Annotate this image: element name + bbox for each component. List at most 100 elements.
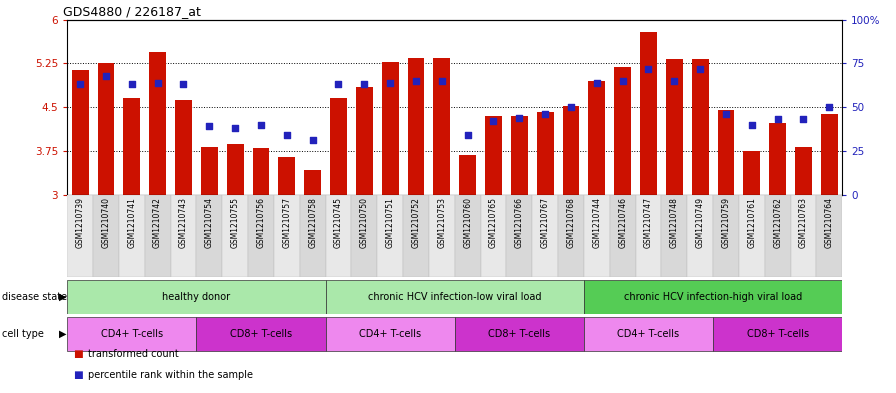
Bar <box>227 144 244 195</box>
Bar <box>584 317 713 351</box>
Bar <box>330 98 347 195</box>
Bar <box>480 195 506 277</box>
Bar <box>584 195 609 277</box>
Bar <box>124 98 140 195</box>
Point <box>435 78 449 84</box>
Bar <box>248 195 274 277</box>
Point <box>228 125 242 131</box>
Bar <box>485 116 502 195</box>
Point <box>823 104 837 110</box>
Point <box>177 81 191 88</box>
Bar <box>67 280 325 314</box>
Bar <box>589 81 605 195</box>
Point <box>693 66 707 72</box>
Point <box>99 72 113 79</box>
Bar <box>196 317 325 351</box>
Point <box>280 132 294 138</box>
Point <box>254 121 268 128</box>
Bar <box>351 195 377 277</box>
Bar <box>821 114 838 195</box>
Bar <box>98 63 115 195</box>
Point <box>616 78 630 84</box>
Bar <box>666 59 683 195</box>
Bar <box>816 195 842 277</box>
Point <box>358 81 372 88</box>
Bar <box>434 57 450 195</box>
Text: percentile rank within the sample: percentile rank within the sample <box>88 370 253 380</box>
Text: CD4+ T-cells: CD4+ T-cells <box>617 329 679 339</box>
Bar <box>305 170 321 195</box>
Text: GSM1210746: GSM1210746 <box>618 197 627 248</box>
Bar <box>201 147 218 195</box>
Point <box>409 78 423 84</box>
Bar <box>532 195 558 277</box>
Text: GDS4880 / 226187_at: GDS4880 / 226187_at <box>64 6 202 18</box>
Text: ■: ■ <box>73 349 83 359</box>
Text: GSM1210745: GSM1210745 <box>334 197 343 248</box>
Point <box>487 118 501 124</box>
Point <box>668 78 682 84</box>
Point <box>719 111 733 117</box>
Point <box>306 137 320 143</box>
Bar <box>713 195 739 277</box>
Bar <box>119 195 145 277</box>
Text: chronic HCV infection-low viral load: chronic HCV infection-low viral load <box>368 292 541 302</box>
Point <box>151 79 165 86</box>
Text: GSM1210758: GSM1210758 <box>308 197 317 248</box>
Bar <box>175 99 192 195</box>
Bar <box>744 151 760 195</box>
Text: GSM1210747: GSM1210747 <box>644 197 653 248</box>
Bar <box>67 317 196 351</box>
Text: CD8+ T-cells: CD8+ T-cells <box>230 329 292 339</box>
Bar <box>72 70 89 195</box>
Bar <box>325 317 454 351</box>
Text: GSM1210757: GSM1210757 <box>282 197 291 248</box>
Text: CD4+ T-cells: CD4+ T-cells <box>359 329 421 339</box>
Bar <box>274 195 299 277</box>
Bar <box>429 195 454 277</box>
Text: healthy donor: healthy donor <box>162 292 230 302</box>
Bar <box>764 195 790 277</box>
Bar <box>454 195 480 277</box>
Bar <box>325 280 584 314</box>
Bar <box>377 195 403 277</box>
Bar <box>150 52 166 195</box>
Text: GSM1210744: GSM1210744 <box>592 197 601 248</box>
Text: GSM1210743: GSM1210743 <box>179 197 188 248</box>
Bar <box>196 195 222 277</box>
Point <box>771 116 785 123</box>
Text: GSM1210759: GSM1210759 <box>721 197 730 248</box>
Bar <box>558 195 584 277</box>
Bar <box>537 112 554 195</box>
Text: GSM1210756: GSM1210756 <box>256 197 265 248</box>
Bar <box>93 195 119 277</box>
Point <box>642 66 656 72</box>
Bar <box>609 195 635 277</box>
Bar <box>615 68 631 195</box>
Text: GSM1210761: GSM1210761 <box>747 197 756 248</box>
Text: GSM1210764: GSM1210764 <box>825 197 834 248</box>
Bar <box>67 195 93 277</box>
Point <box>383 79 397 86</box>
Point <box>797 116 811 123</box>
Text: ▶: ▶ <box>59 292 66 302</box>
Text: GSM1210750: GSM1210750 <box>360 197 369 248</box>
Text: GSM1210766: GSM1210766 <box>515 197 524 248</box>
Text: GSM1210760: GSM1210760 <box>463 197 472 248</box>
Bar <box>170 195 196 277</box>
Bar <box>403 195 429 277</box>
Text: CD8+ T-cells: CD8+ T-cells <box>488 329 550 339</box>
Text: GSM1210755: GSM1210755 <box>230 197 239 248</box>
Text: GSM1210767: GSM1210767 <box>540 197 549 248</box>
Text: cell type: cell type <box>2 329 44 339</box>
Text: GSM1210739: GSM1210739 <box>75 197 84 248</box>
Point <box>125 81 139 88</box>
Bar <box>356 87 373 195</box>
Point <box>461 132 475 138</box>
Bar <box>770 123 786 195</box>
Bar <box>584 280 842 314</box>
Text: GSM1210752: GSM1210752 <box>411 197 420 248</box>
Bar <box>640 33 657 195</box>
Bar <box>713 317 842 351</box>
Text: GSM1210748: GSM1210748 <box>670 197 679 248</box>
